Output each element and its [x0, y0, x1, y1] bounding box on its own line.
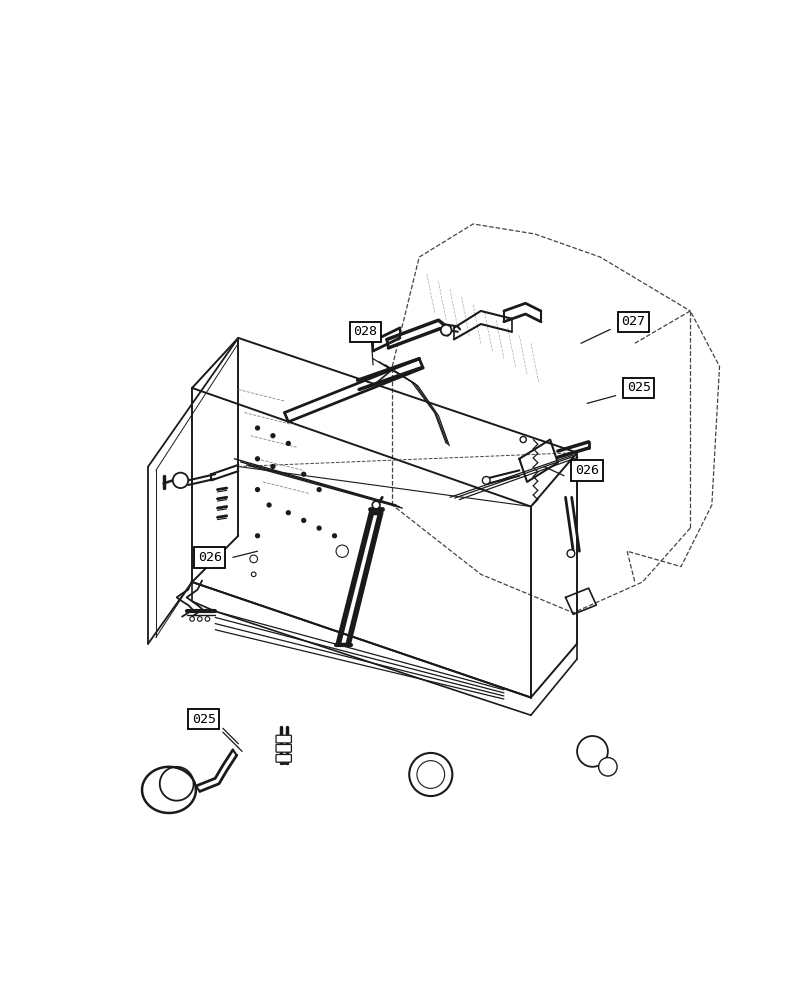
Circle shape	[302, 472, 305, 476]
Circle shape	[286, 441, 290, 445]
Circle shape	[317, 526, 320, 530]
Text: 026: 026	[198, 551, 221, 564]
Circle shape	[251, 572, 255, 577]
Circle shape	[267, 503, 271, 507]
Circle shape	[271, 465, 274, 468]
Circle shape	[271, 434, 274, 438]
Circle shape	[255, 457, 260, 461]
Text: 026: 026	[574, 464, 599, 477]
Circle shape	[173, 473, 188, 488]
Circle shape	[255, 534, 260, 538]
Circle shape	[409, 753, 452, 796]
Circle shape	[416, 761, 444, 788]
Circle shape	[333, 534, 336, 538]
Circle shape	[286, 511, 290, 515]
Circle shape	[302, 518, 305, 522]
Text: 027: 027	[620, 315, 645, 328]
FancyBboxPatch shape	[276, 754, 291, 762]
Text: 025: 025	[191, 713, 216, 726]
Circle shape	[520, 436, 526, 443]
Circle shape	[317, 488, 320, 492]
FancyBboxPatch shape	[276, 744, 291, 752]
Circle shape	[255, 488, 260, 492]
Circle shape	[482, 477, 490, 484]
Circle shape	[440, 325, 451, 336]
Circle shape	[371, 501, 380, 509]
Text: 028: 028	[353, 325, 377, 338]
FancyBboxPatch shape	[276, 735, 291, 743]
Circle shape	[577, 736, 607, 767]
Circle shape	[255, 426, 260, 430]
Circle shape	[205, 617, 209, 621]
Circle shape	[250, 555, 257, 563]
Circle shape	[336, 545, 348, 557]
Circle shape	[598, 758, 616, 776]
Circle shape	[197, 617, 202, 621]
Circle shape	[566, 550, 574, 557]
Circle shape	[190, 617, 194, 621]
Text: 025: 025	[626, 381, 650, 394]
